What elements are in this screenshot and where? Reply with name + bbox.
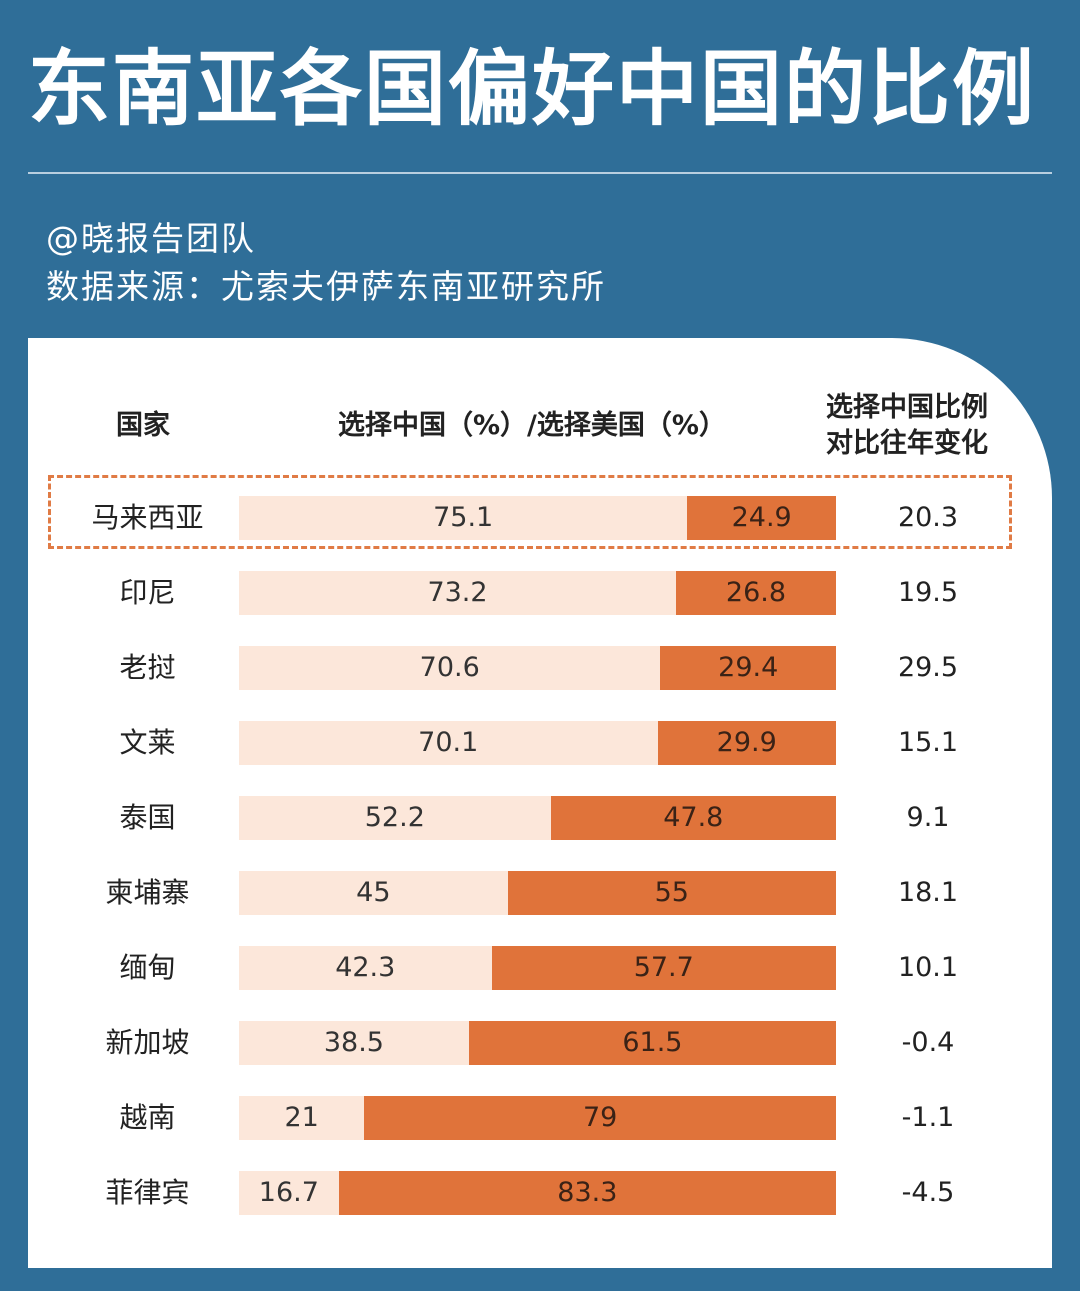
country-label: 新加坡 bbox=[105, 1026, 190, 1059]
bar-us-segment bbox=[491, 946, 836, 990]
chart-row: 柬埔寨 45 55 18.1 bbox=[0, 871, 1080, 915]
bar-china-segment: 38.5 61.5 bbox=[239, 1021, 836, 1065]
china-value-label: 21 bbox=[284, 1102, 319, 1133]
china-value-label: 73.2 bbox=[427, 577, 488, 608]
change-value: 15.1 bbox=[897, 727, 959, 758]
chart-row: 越南 21 79 -1.1 bbox=[0, 1096, 1080, 1140]
us-value-label: 55 bbox=[654, 877, 689, 908]
bar-us-segment bbox=[338, 1171, 836, 1215]
china-value-label: 42.3 bbox=[335, 952, 396, 983]
bar-china-segment: 52.2 47.8 bbox=[239, 796, 836, 840]
us-value-label: 83.3 bbox=[557, 1177, 618, 1208]
chart-row: 文莱 70.1 29.9 15.1 bbox=[0, 721, 1080, 765]
highlight-frame bbox=[48, 475, 1012, 549]
country-label: 泰国 bbox=[119, 801, 176, 834]
header-change-line2: 对比往年变化 bbox=[826, 428, 988, 459]
china-value-label: 70.6 bbox=[419, 652, 480, 683]
bar-us-segment bbox=[676, 571, 836, 615]
bar-china-segment: 73.2 26.8 bbox=[239, 571, 836, 615]
change-value: -0.4 bbox=[901, 1027, 955, 1058]
chart-row: 老挝 70.6 29.4 29.5 bbox=[0, 646, 1080, 690]
bar-china-segment: 70.6 29.4 bbox=[239, 646, 836, 690]
change-value: -1.1 bbox=[901, 1102, 955, 1133]
china-value-label: 16.7 bbox=[258, 1177, 319, 1208]
china-value-label: 38.5 bbox=[323, 1027, 384, 1058]
country-label: 老挝 bbox=[119, 651, 176, 684]
us-value-label: 24.9 bbox=[731, 502, 792, 533]
bar-us-segment bbox=[657, 721, 836, 765]
us-value-label: 26.8 bbox=[725, 577, 787, 608]
credit-text: @晓报告团队 bbox=[46, 219, 256, 258]
title-divider bbox=[28, 172, 1052, 174]
header-country: 国家 bbox=[116, 410, 170, 441]
bar-us-segment bbox=[364, 1096, 836, 1140]
bar-china-segment: 42.3 57.7 bbox=[239, 946, 836, 990]
change-value: 19.5 bbox=[897, 577, 959, 608]
country-label: 菲律宾 bbox=[105, 1176, 190, 1209]
chart-row: 泰国 52.2 47.8 9.1 bbox=[0, 796, 1080, 840]
country-label: 马来西亚 bbox=[91, 501, 204, 534]
chart-row: 缅甸 42.3 57.7 10.1 bbox=[0, 946, 1080, 990]
bar-china-segment: 75.1 24.9 bbox=[239, 496, 836, 540]
us-value-label: 29.9 bbox=[716, 727, 777, 758]
bar-us-segment bbox=[660, 646, 836, 690]
country-label: 文莱 bbox=[119, 726, 176, 759]
us-value-label: 29.4 bbox=[718, 652, 779, 683]
us-value-label: 57.7 bbox=[633, 952, 694, 983]
header-split: 选择中国（%）/选择美国（%） bbox=[338, 410, 726, 441]
chart-row: 印尼 73.2 26.8 19.5 bbox=[0, 571, 1080, 615]
country-label: 缅甸 bbox=[119, 951, 176, 984]
change-value: 20.3 bbox=[897, 502, 959, 533]
country-label: 柬埔寨 bbox=[105, 876, 190, 909]
bar-china-segment: 45 55 bbox=[239, 871, 836, 915]
header-change-line1: 选择中国比例 bbox=[826, 392, 988, 423]
change-value: -4.5 bbox=[901, 1177, 955, 1208]
change-value: 29.5 bbox=[897, 652, 959, 683]
chart-row: 新加坡 38.5 61.5 -0.4 bbox=[0, 1021, 1080, 1065]
chart-row: 菲律宾 16.7 83.3 -4.5 bbox=[0, 1171, 1080, 1215]
china-value-label: 52.2 bbox=[364, 802, 425, 833]
header-change: 选择中国比例 对比往年变化 bbox=[826, 390, 988, 462]
page-title: 东南亚各国偏好中国的比例 bbox=[28, 42, 1037, 137]
change-value: 9.1 bbox=[906, 802, 950, 833]
change-value: 18.1 bbox=[897, 877, 959, 908]
source-text: 数据来源：尤索夫伊萨东南亚研究所 bbox=[46, 267, 606, 306]
bar-us-segment bbox=[687, 496, 836, 540]
change-value: 10.1 bbox=[897, 952, 959, 983]
us-value-label: 79 bbox=[582, 1102, 618, 1133]
us-value-label: 61.5 bbox=[622, 1027, 683, 1058]
bar-china-segment: 70.1 29.9 bbox=[239, 721, 836, 765]
bar-us-segment bbox=[507, 871, 836, 915]
us-value-label: 47.8 bbox=[663, 802, 724, 833]
chart-row: 马来西亚 75.1 24.9 20.3 bbox=[0, 496, 1080, 540]
bar-china-segment: 21 79 bbox=[239, 1096, 836, 1140]
bar-us-segment bbox=[550, 796, 836, 840]
country-label: 越南 bbox=[119, 1101, 176, 1134]
country-label: 印尼 bbox=[119, 576, 176, 609]
bar-us-segment bbox=[468, 1021, 836, 1065]
china-value-label: 70.1 bbox=[418, 727, 479, 758]
china-value-label: 75.1 bbox=[433, 502, 494, 533]
china-value-label: 45 bbox=[356, 877, 391, 908]
bar-china-segment: 16.7 83.3 bbox=[239, 1171, 836, 1215]
